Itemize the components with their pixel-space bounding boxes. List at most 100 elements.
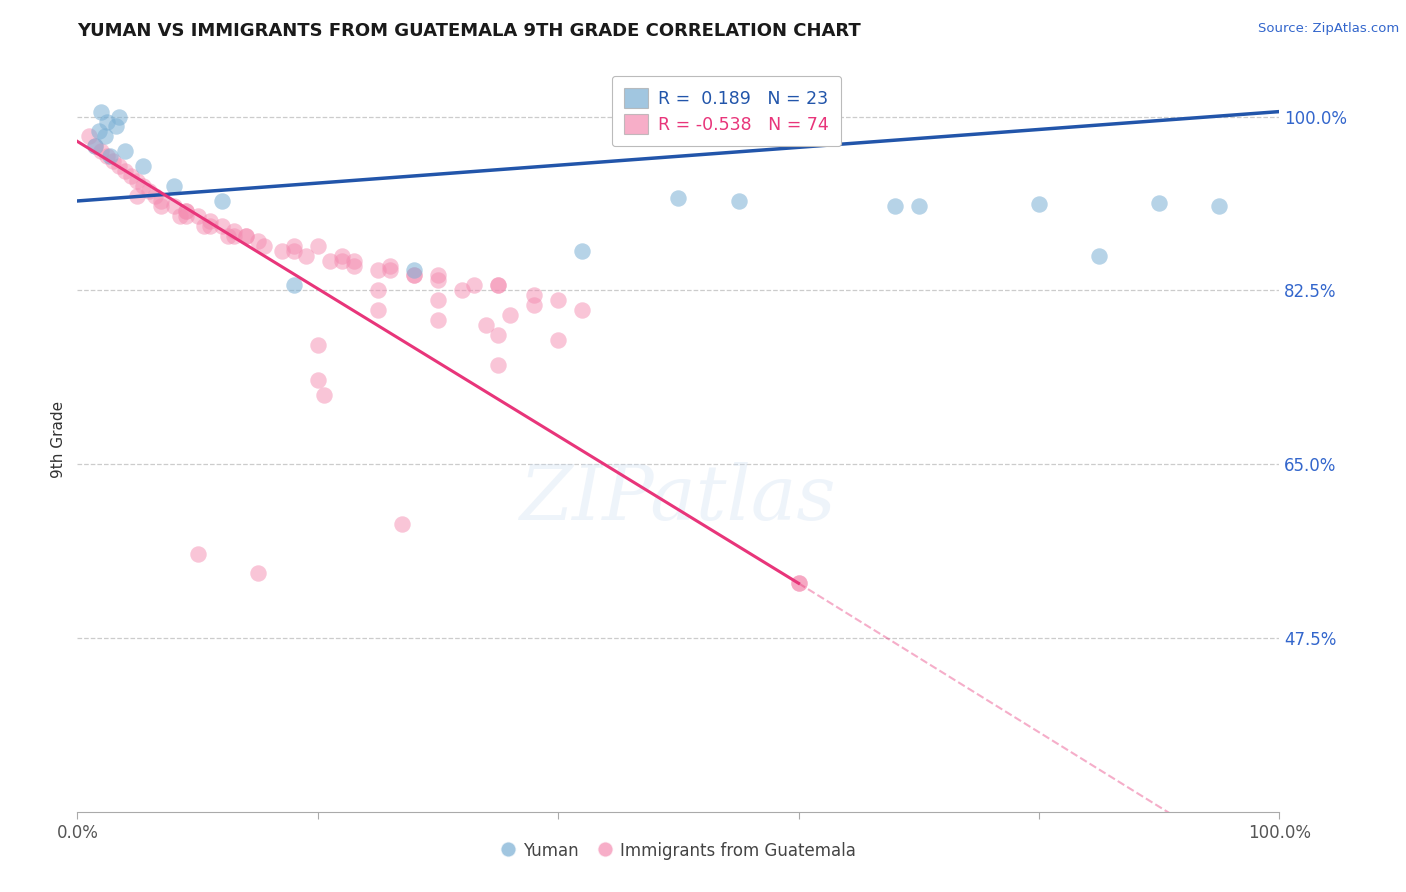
Point	[162, 199, 184, 213]
Point	[1208, 199, 1230, 213]
Point	[451, 284, 474, 298]
Point	[211, 194, 233, 208]
Point	[193, 219, 215, 233]
Point	[391, 516, 413, 531]
Point	[402, 268, 425, 283]
Point	[283, 238, 305, 252]
Point	[343, 259, 366, 273]
Point	[138, 184, 160, 198]
Point	[174, 203, 197, 218]
Point	[283, 244, 305, 258]
Point	[571, 244, 593, 258]
Point	[127, 189, 149, 203]
Point	[547, 293, 569, 308]
Point	[294, 249, 316, 263]
Point	[1028, 197, 1050, 211]
Point	[307, 238, 329, 252]
Point	[127, 174, 149, 188]
Point	[883, 199, 905, 213]
Point	[312, 387, 335, 401]
Point	[427, 313, 450, 327]
Text: YUMAN VS IMMIGRANTS FROM GUATEMALA 9TH GRADE CORRELATION CHART: YUMAN VS IMMIGRANTS FROM GUATEMALA 9TH G…	[77, 22, 860, 40]
Point	[103, 154, 125, 169]
Point	[198, 214, 221, 228]
Point	[283, 278, 305, 293]
Point	[427, 273, 450, 287]
Point	[104, 120, 127, 134]
Point	[150, 199, 173, 213]
Point	[235, 228, 257, 243]
Point	[571, 303, 593, 318]
Point	[90, 104, 112, 119]
Point	[79, 129, 101, 144]
Point	[222, 228, 245, 243]
Point	[169, 209, 191, 223]
Point	[378, 259, 401, 273]
Point	[367, 284, 389, 298]
Point	[486, 278, 509, 293]
Point	[668, 191, 690, 205]
Point	[94, 129, 117, 144]
Point	[217, 228, 239, 243]
Point	[87, 124, 110, 138]
Point	[150, 194, 173, 208]
Point	[96, 114, 118, 128]
Point	[427, 293, 450, 308]
Point	[186, 547, 209, 561]
Text: ZIPatlas: ZIPatlas	[520, 462, 837, 536]
Point	[427, 268, 450, 283]
Point	[246, 234, 269, 248]
Legend: Yuman, Immigrants from Guatemala: Yuman, Immigrants from Guatemala	[495, 836, 862, 867]
Point	[486, 278, 509, 293]
Point	[330, 249, 353, 263]
Point	[486, 328, 509, 343]
Point	[378, 263, 401, 277]
Point	[84, 139, 107, 153]
Point	[523, 298, 546, 312]
Point	[132, 179, 155, 194]
Point	[499, 308, 522, 322]
Point	[330, 253, 353, 268]
Point	[174, 203, 197, 218]
Point	[402, 268, 425, 283]
Point	[908, 199, 931, 213]
Point	[253, 238, 276, 252]
Point	[145, 189, 167, 203]
Point	[367, 303, 389, 318]
Point	[96, 149, 118, 163]
Point	[547, 333, 569, 347]
Point	[367, 263, 389, 277]
Text: Source: ZipAtlas.com: Source: ZipAtlas.com	[1258, 22, 1399, 36]
Point	[270, 244, 292, 258]
Point	[114, 145, 136, 159]
Point	[90, 145, 112, 159]
Point	[211, 219, 233, 233]
Point	[475, 318, 498, 332]
Point	[222, 224, 245, 238]
Point	[120, 169, 142, 183]
Point	[319, 253, 342, 268]
Y-axis label: 9th Grade: 9th Grade	[51, 401, 66, 478]
Point	[186, 209, 209, 223]
Point	[114, 164, 136, 178]
Point	[787, 576, 810, 591]
Point	[486, 358, 509, 372]
Point	[174, 209, 197, 223]
Point	[343, 253, 366, 268]
Point	[523, 288, 546, 302]
Point	[787, 576, 810, 591]
Point	[84, 139, 107, 153]
Point	[132, 159, 155, 173]
Point	[402, 263, 425, 277]
Point	[307, 373, 329, 387]
Point	[198, 219, 221, 233]
Point	[307, 338, 329, 352]
Point	[463, 278, 485, 293]
Point	[727, 194, 749, 208]
Point	[246, 566, 269, 581]
Point	[98, 149, 121, 163]
Point	[1088, 249, 1111, 263]
Point	[108, 110, 131, 124]
Point	[108, 159, 131, 173]
Point	[162, 179, 184, 194]
